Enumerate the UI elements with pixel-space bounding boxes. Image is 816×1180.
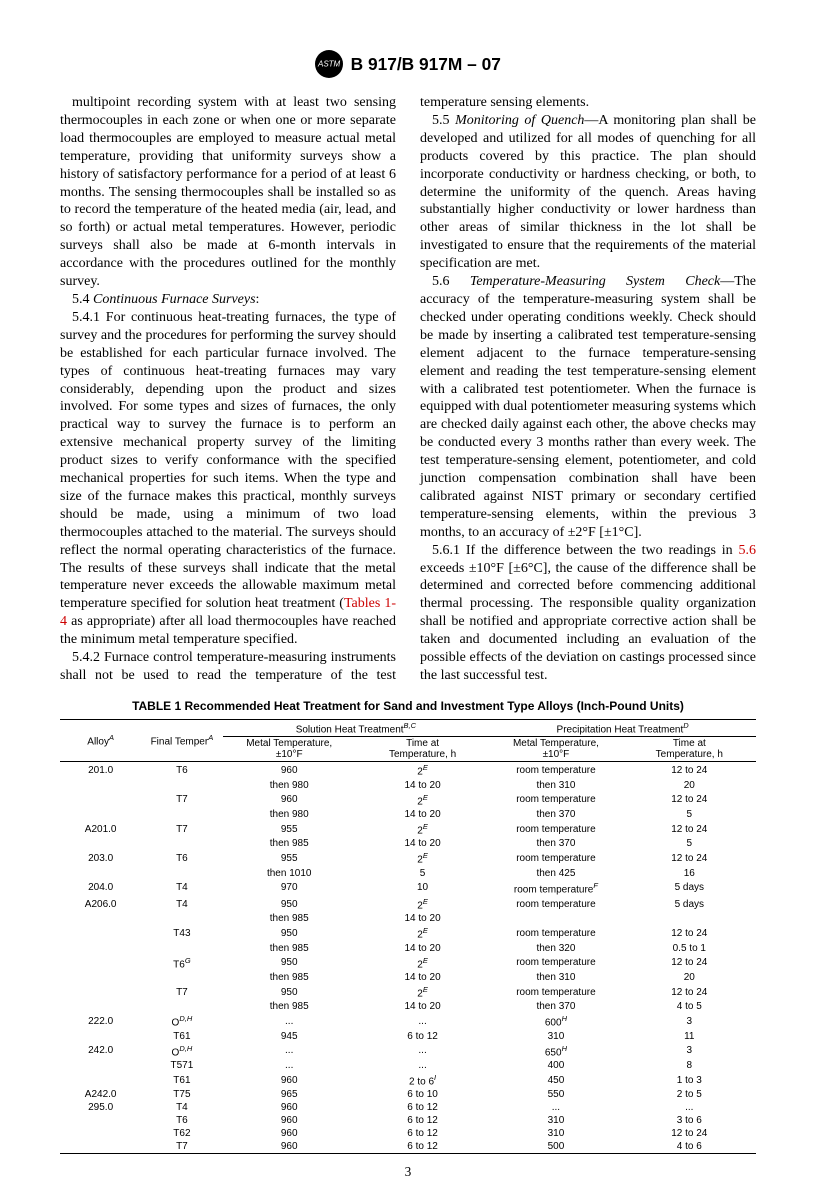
table-row: then 98014 to 20then 31020 bbox=[60, 779, 756, 792]
th-sol-mt: Metal Temperature, ±10°F bbox=[223, 737, 356, 762]
table-row: then 98514 to 20 bbox=[60, 912, 756, 925]
table-row: T6G9502Eroom temperature12 to 24 bbox=[60, 955, 756, 971]
th-solution: Solution Heat TreatmentB,C bbox=[223, 719, 490, 736]
table-row: A206.0T49502Eroom temperature5 days bbox=[60, 896, 756, 912]
document-title: B 917/B 917M – 07 bbox=[351, 54, 501, 75]
page-number: 3 bbox=[60, 1164, 756, 1180]
th-temper: Final TemperA bbox=[141, 719, 222, 761]
table-row: 295.0T49606 to 12...... bbox=[60, 1101, 756, 1114]
table-row: 242.0OD,H......650H3 bbox=[60, 1043, 756, 1059]
table-row: T619602 to 6I4501 to 3 bbox=[60, 1072, 756, 1088]
table-row: then 10105then 42516 bbox=[60, 867, 756, 880]
table-row: T69606 to 123103 to 6 bbox=[60, 1114, 756, 1127]
table-row: then 98514 to 20then 3200.5 to 1 bbox=[60, 942, 756, 955]
table-row: 203.0T69552Eroom temperature12 to 24 bbox=[60, 850, 756, 866]
table-row: T79602Eroom temperature12 to 24 bbox=[60, 792, 756, 808]
table-row: 201.0T69602Eroom temperature12 to 24 bbox=[60, 762, 756, 779]
ref-5-6: 5.6 bbox=[739, 543, 757, 558]
table-body: 201.0T69602Eroom temperature12 to 24then… bbox=[60, 762, 756, 1154]
document-header: B 917/B 917M – 07 bbox=[60, 50, 756, 78]
para-5-4-1: 5.4.1 For continuous heat-treating furna… bbox=[60, 309, 396, 649]
astm-logo bbox=[315, 50, 343, 78]
table-row: T79606 to 125004 to 6 bbox=[60, 1140, 756, 1154]
para-5-6-1: 5.6.1 If the difference between the two … bbox=[420, 542, 756, 685]
table-row: then 98514 to 20then 3705 bbox=[60, 837, 756, 850]
table-row: T439502Eroom temperature12 to 24 bbox=[60, 925, 756, 941]
heat-treatment-table: AlloyA Final TemperA Solution Heat Treat… bbox=[60, 719, 756, 1154]
th-alloy: AlloyA bbox=[60, 719, 141, 761]
table-row: T79502Eroom temperature12 to 24 bbox=[60, 984, 756, 1000]
table-title: TABLE 1 Recommended Heat Treatment for S… bbox=[60, 699, 756, 713]
table-row: T619456 to 1231011 bbox=[60, 1030, 756, 1043]
table-row: 222.0OD,H......600H3 bbox=[60, 1013, 756, 1029]
para-5-6: 5.6 Temperature-Measuring System Check—T… bbox=[420, 273, 756, 542]
table-row: then 98014 to 20then 3705 bbox=[60, 808, 756, 821]
table-row: then 98514 to 20then 31020 bbox=[60, 971, 756, 984]
th-precip: Precipitation Heat TreatmentD bbox=[489, 719, 756, 736]
table-row: T629606 to 1231012 to 24 bbox=[60, 1127, 756, 1140]
table-row: then 98514 to 20then 3704 to 5 bbox=[60, 1000, 756, 1013]
para-5-5: 5.5 Monitoring of Quench—A monitoring pl… bbox=[420, 112, 756, 273]
table-row: A201.0T79552Eroom temperature12 to 24 bbox=[60, 821, 756, 837]
para-5-3-cont: multipoint recording system with at leas… bbox=[60, 94, 396, 291]
para-5-4-heading: 5.4 Continuous Furnace Surveys: bbox=[60, 291, 396, 309]
table-row: A242.0T759656 to 105502 to 5 bbox=[60, 1088, 756, 1101]
table-row: 204.0T497010room temperatureF5 days bbox=[60, 880, 756, 896]
th-prec-mt: Metal Temperature, ±10°F bbox=[489, 737, 622, 762]
th-sol-tat: Time at Temperature, h bbox=[356, 737, 489, 762]
body-text: multipoint recording system with at leas… bbox=[60, 94, 756, 685]
table-1: TABLE 1 Recommended Heat Treatment for S… bbox=[60, 699, 756, 1154]
th-prec-tat: Time at Temperature, h bbox=[623, 737, 756, 762]
table-row: T571......4008 bbox=[60, 1059, 756, 1072]
